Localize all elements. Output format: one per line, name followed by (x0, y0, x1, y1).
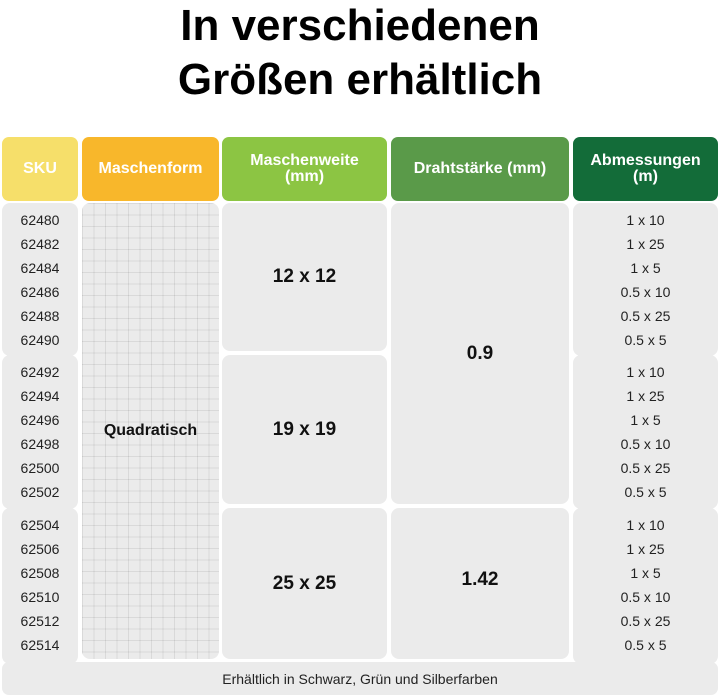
dimension: 1 x 5 (630, 260, 661, 276)
dimension: 1 x 25 (626, 541, 665, 557)
maschenweite-group-1: 12 x 12 (222, 203, 387, 351)
sku: 62480 (20, 212, 60, 228)
header-drahtstaerke: Drahtstärke (mm) (391, 137, 569, 201)
dimension: 0.5 x 10 (620, 284, 671, 300)
dimension: 0.5 x 5 (624, 637, 667, 653)
maschenweite-value: 12 x 12 (272, 266, 337, 287)
sku: 62482 (20, 236, 60, 252)
sku: 62514 (20, 637, 60, 653)
header-maschenweite-label: Maschenweite (250, 152, 359, 169)
dimension: 0.5 x 5 (624, 332, 667, 348)
maschenweite-value: 25 x 25 (272, 572, 337, 594)
maschenform-value: Quadratisch (103, 422, 198, 439)
sku-group-3: 62504 62506 62508 62510 62512 62514 (2, 508, 78, 664)
sku-group-1: 62480 62482 62484 62486 62488 62490 (2, 203, 78, 356)
sku: 62500 (20, 460, 60, 476)
header-maschenform: Maschenform (82, 137, 219, 201)
dimension: 0.5 x 25 (620, 460, 671, 476)
maschenform-cell: Quadratisch (82, 203, 219, 659)
sku: 62486 (20, 284, 60, 300)
header-sku: SKU (2, 137, 78, 201)
dimension: 1 x 25 (626, 388, 665, 404)
sku: 62492 (20, 364, 60, 380)
title-line-2: Größen erhältlich (177, 55, 543, 104)
drahtstaerke-value: 1.42 (461, 568, 499, 590)
drahtstaerke-cell-2: 1.42 (391, 508, 569, 659)
header-abmessungen-label: Abmessungen (590, 152, 701, 169)
header-maschenweite-unit: (mm) (284, 168, 325, 185)
sku: 62510 (20, 589, 60, 605)
header-abmessungen: Abmessungen (m) (573, 137, 718, 201)
sku: 62502 (20, 484, 60, 500)
maschenweite-group-2: 19 x 19 (222, 355, 387, 504)
drahtstaerke-value: 0.9 (466, 342, 494, 364)
sku-group-2: 62492 62494 62496 62498 62500 62502 (2, 355, 78, 509)
maschenweite-value: 19 x 19 (272, 418, 337, 440)
footer-text: Erhältlich in Schwarz, Grün und Silberfa… (222, 670, 498, 687)
abmessungen-group-2: 1 x 10 1 x 25 1 x 5 0.5 x 10 0.5 x 25 0.… (573, 355, 718, 509)
maschenweite-group-3: 25 x 25 (222, 508, 387, 659)
dimension: 1 x 5 (630, 412, 661, 428)
sku: 62488 (20, 308, 60, 324)
dimension: 1 x 25 (626, 236, 665, 252)
page-title: In verschiedenen Größen erhältlich (0, 0, 720, 108)
abmessungen-group-3: 1 x 10 1 x 25 1 x 5 0.5 x 10 0.5 x 25 0.… (573, 508, 718, 664)
sku: 62484 (20, 260, 60, 276)
sku: 62496 (20, 412, 60, 428)
header-maschenform-label: Maschenform (98, 160, 203, 177)
header-drahtstaerke-label: Drahtstärke (mm) (413, 160, 547, 177)
dimension: 1 x 5 (630, 565, 661, 581)
dimension: 0.5 x 10 (620, 589, 671, 605)
dimension: 0.5 x 5 (624, 484, 667, 500)
sku: 62494 (20, 388, 60, 404)
dimension: 1 x 10 (626, 212, 665, 228)
dimension: 0.5 x 25 (620, 308, 671, 324)
sku: 62512 (20, 613, 60, 629)
sku: 62498 (20, 436, 60, 452)
header-abmessungen-unit: (m) (633, 168, 658, 185)
abmessungen-group-1: 1 x 10 1 x 25 1 x 5 0.5 x 10 0.5 x 25 0.… (573, 203, 718, 356)
dimension: 1 x 10 (626, 364, 665, 380)
sku: 62506 (20, 541, 60, 557)
title-line-1: In verschiedenen (180, 1, 540, 50)
header-sku-label: SKU (23, 160, 57, 177)
dimension: 0.5 x 25 (620, 613, 671, 629)
sku: 62504 (20, 517, 60, 533)
sku: 62490 (20, 332, 60, 348)
drahtstaerke-cell-1: 0.9 (391, 203, 569, 504)
dimension: 0.5 x 10 (620, 436, 671, 452)
dimension: 1 x 10 (626, 517, 665, 533)
sku: 62508 (20, 565, 60, 581)
footer-note: Erhältlich in Schwarz, Grün und Silberfa… (2, 662, 718, 695)
header-maschenweite: Maschenweite (mm) (222, 137, 387, 201)
